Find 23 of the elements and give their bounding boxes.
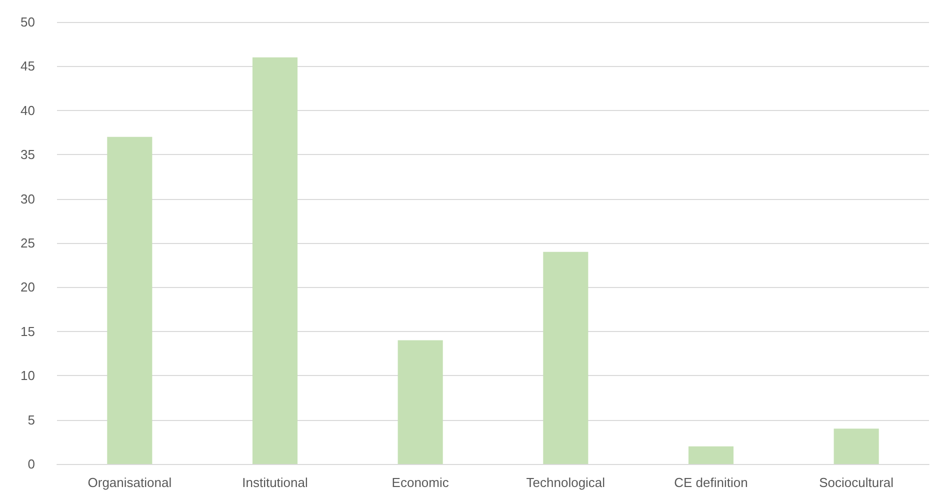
y-tick-label: 35 xyxy=(20,147,35,162)
x-tick-label: CE definition xyxy=(674,475,748,490)
y-tick-label: 30 xyxy=(20,191,35,206)
bar xyxy=(107,136,152,464)
x-tick-label: Economic xyxy=(392,475,450,490)
y-tick-label: 40 xyxy=(20,102,35,118)
y-tick-label: 45 xyxy=(20,58,35,74)
y-tick-label: 5 xyxy=(28,412,35,428)
y-tick-label: 15 xyxy=(20,324,35,339)
x-tick-label: Technological xyxy=(526,475,606,490)
y-tick-label: 10 xyxy=(20,368,35,384)
bar xyxy=(252,57,298,464)
x-tick-label: Sociocultural xyxy=(819,475,894,490)
y-tick-label: 20 xyxy=(20,280,35,295)
y-tick-label: 25 xyxy=(20,236,35,250)
bar xyxy=(543,252,588,464)
bar xyxy=(688,446,734,464)
y-tick-label: 0 xyxy=(28,456,35,472)
bar xyxy=(398,340,443,464)
x-tick-label: Institutional xyxy=(242,475,308,490)
y-tick-label: 50 xyxy=(20,14,35,30)
bar xyxy=(834,428,879,464)
x-tick-label: Organisational xyxy=(88,475,172,490)
